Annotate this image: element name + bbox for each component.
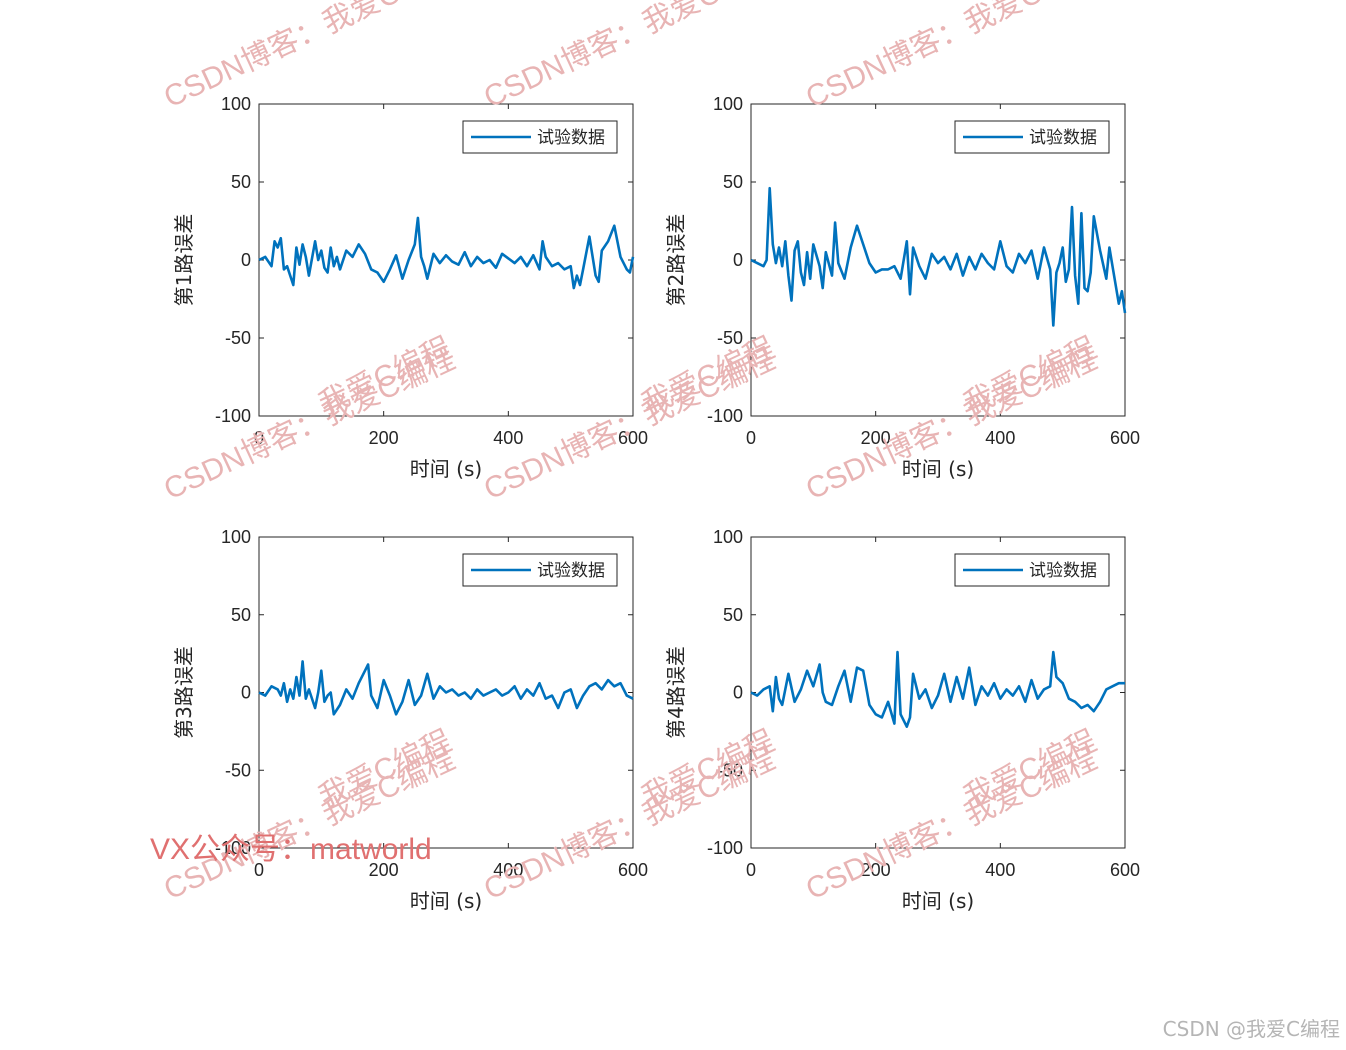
y-tick-label: -50 [717, 328, 743, 348]
x-axis-label: 时间 (s) [410, 457, 482, 481]
x-tick-label: 400 [985, 860, 1015, 880]
x-tick-label: 400 [493, 860, 523, 880]
plot-box [258, 103, 634, 417]
x-axis-label: 时间 (s) [410, 889, 482, 913]
y-axis-label: 第4路误差 [664, 646, 688, 739]
subplot-4: -100 -50 0 50 100 0 200 400 600 时间 (s) 第4路误差 试验数据 [664, 527, 1140, 913]
legend-box [462, 553, 618, 587]
legend: 试验数据 [954, 120, 1110, 154]
legend-label: 试验数据 [1029, 561, 1097, 581]
y-tick-label: 50 [231, 605, 251, 625]
legend: 试验数据 [954, 553, 1110, 587]
subplot-1: -100 -50 0 50 100 0 200 400 600 时间 (s) 第1路误差 试验数据 [172, 94, 648, 481]
x-tick-label: 600 [618, 428, 648, 448]
y-tick-label: 0 [241, 683, 251, 703]
y-axis-label: 第2路误差 [664, 214, 688, 307]
x-axis-label: 时间 (s) [902, 889, 974, 913]
x-tick-label: 0 [746, 860, 756, 880]
x-tick-label: 200 [861, 428, 891, 448]
y-tick-label: -100 [215, 406, 251, 426]
vx-watermark: VX公众号：matworld [150, 833, 432, 866]
x-tick-label: 400 [493, 428, 523, 448]
series-line [750, 186, 1127, 327]
legend-label: 试验数据 [1029, 128, 1097, 148]
y-tick-label: 0 [241, 250, 251, 270]
y-axis-label: 第3路误差 [172, 646, 196, 739]
subplot-2: -100 -50 0 50 100 0 200 400 600 时间 (s) 第2路误差 试验数据 [664, 94, 1140, 481]
y-tick-label: 100 [221, 527, 251, 547]
y-tick-label: -50 [225, 328, 251, 348]
x-tick-label: 200 [369, 860, 399, 880]
y-tick-label: 100 [221, 94, 251, 114]
y-tick-label: -100 [707, 838, 743, 858]
y-tick-label: 100 [713, 94, 743, 114]
series-line [258, 216, 635, 290]
legend-label: 试验数据 [537, 128, 605, 148]
x-tick-label: 200 [861, 860, 891, 880]
series-line [258, 660, 634, 716]
x-tick-label: 0 [254, 860, 264, 880]
x-tick-label: 600 [1110, 428, 1140, 448]
y-tick-label: 100 [713, 527, 743, 547]
x-tick-label: 0 [746, 428, 756, 448]
legend: 试验数据 [462, 553, 618, 587]
y-tick-label: 0 [733, 683, 743, 703]
y-axis-label: 第1路误差 [172, 214, 196, 307]
subplot-3: -100 -50 0 50 100 0 200 400 600 时间 (s) 第3路误差 试验数据 [172, 527, 648, 913]
x-axis-label: 时间 (s) [902, 457, 974, 481]
x-tick-label: 400 [985, 428, 1015, 448]
y-tick-label: 50 [723, 605, 743, 625]
y-tick-label: 50 [231, 172, 251, 192]
csdn-credit: CSDN @我爱C编程 [1162, 1017, 1340, 1041]
x-tick-label: 200 [369, 428, 399, 448]
x-tick-label: 0 [254, 428, 264, 448]
legend-label: 试验数据 [537, 561, 605, 581]
legend: 试验数据 [462, 120, 618, 154]
y-tick-label: 0 [733, 250, 743, 270]
x-tick-label: 600 [1110, 860, 1140, 880]
y-tick-label: -100 [215, 838, 251, 858]
series-line [750, 650, 1125, 729]
y-tick-label: 50 [723, 172, 743, 192]
x-tick-label: 600 [618, 860, 648, 880]
y-tick-label: -50 [717, 760, 743, 780]
csdn-watermark: CSDN博客：我爱C编程 [159, 0, 460, 114]
y-tick-label: -100 [707, 406, 743, 426]
csdn-watermark: CSDN博客：我爱C编程 [801, 0, 1102, 114]
y-tick-label: -50 [225, 760, 251, 780]
